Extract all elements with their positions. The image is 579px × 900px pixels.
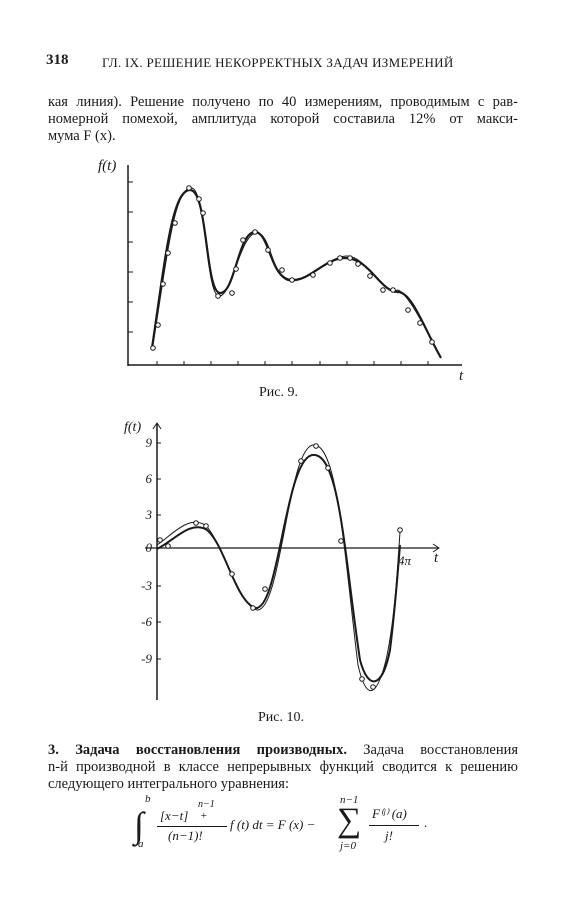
graphic bbox=[157, 443, 403, 690]
text-line: 3. Задача восстановления производных. За… bbox=[48, 742, 518, 759]
fraction-bar bbox=[369, 825, 419, 826]
graphic bbox=[160, 281, 166, 287]
integral-sign: ∫ bbox=[134, 805, 144, 845]
graphic bbox=[155, 322, 161, 328]
graphic bbox=[229, 571, 235, 577]
graphic bbox=[327, 260, 333, 266]
y-tick-label: -9 bbox=[141, 651, 152, 666]
graphic bbox=[156, 444, 401, 692]
text-line: номерной помехой, амплитуда которой сост… bbox=[48, 111, 518, 127]
y-tick-label: 0 bbox=[146, 540, 153, 555]
graphic bbox=[172, 220, 178, 226]
graphic bbox=[390, 287, 396, 293]
figure-10 bbox=[145, 422, 440, 700]
text-line: n-й производной в классе непрерывных фун… bbox=[48, 759, 518, 775]
graphic bbox=[250, 605, 256, 611]
text-line: кая линия). Решение получено по 40 измер… bbox=[48, 94, 518, 110]
graphic bbox=[359, 676, 365, 682]
graphic bbox=[370, 684, 376, 690]
graphic bbox=[289, 277, 295, 283]
graphic bbox=[128, 181, 133, 333]
y-axis-label: f(t) bbox=[124, 420, 141, 435]
y-tick-label: -3 bbox=[141, 578, 152, 593]
graphic bbox=[265, 247, 271, 253]
graphic bbox=[380, 287, 386, 293]
denominator: (n−1)! bbox=[168, 828, 203, 843]
x-tick-label: 4π bbox=[398, 553, 412, 568]
graphic bbox=[397, 527, 403, 533]
numerator: [x−t] bbox=[160, 808, 189, 823]
denominator: j! bbox=[385, 828, 393, 843]
graphic bbox=[150, 345, 156, 351]
fraction-bar bbox=[157, 826, 227, 827]
graphic bbox=[432, 543, 440, 553]
graphic bbox=[152, 187, 441, 356]
x-axis-label: t bbox=[434, 550, 439, 566]
text-line: мума F (x). bbox=[48, 128, 116, 144]
graphic bbox=[186, 185, 192, 191]
subscript: + bbox=[200, 810, 208, 822]
graphic bbox=[279, 267, 285, 273]
graphic bbox=[338, 538, 344, 544]
graphic bbox=[229, 290, 235, 296]
graphic bbox=[313, 443, 319, 449]
figure-caption: Рис. 10. bbox=[258, 710, 304, 725]
graphic bbox=[203, 523, 209, 529]
y-tick-label: 3 bbox=[145, 507, 153, 522]
y-tick-label: 9 bbox=[146, 435, 153, 450]
section-heading: 3. Задача восстановления производных. bbox=[48, 742, 347, 758]
graphic bbox=[200, 210, 206, 216]
figure-caption: Рис. 9. bbox=[259, 385, 298, 400]
graphic: 9 6 3 0 -3 -6 -9 bbox=[141, 435, 152, 666]
graphic bbox=[152, 422, 162, 430]
formula-end: . bbox=[424, 815, 428, 830]
numerator: F⁽ʲ⁾ (a) bbox=[372, 806, 407, 821]
y-tick-label: 6 bbox=[146, 471, 153, 486]
graphic bbox=[347, 255, 353, 261]
graphic bbox=[252, 229, 258, 235]
lower-limit: a bbox=[138, 838, 144, 850]
graphic bbox=[325, 465, 331, 471]
graphic bbox=[405, 307, 411, 313]
y-tick-label: -6 bbox=[141, 614, 152, 629]
graphic bbox=[310, 272, 316, 278]
x-axis-label: t bbox=[459, 368, 464, 384]
graphic bbox=[165, 543, 171, 549]
text-line: следующего интегрального уравнения: bbox=[48, 776, 290, 792]
figure-9 bbox=[127, 165, 462, 366]
graphic bbox=[233, 266, 239, 272]
page-number: 318 bbox=[46, 52, 69, 68]
graphic bbox=[157, 537, 163, 543]
sum-upper: n−1 bbox=[340, 794, 359, 806]
graphic bbox=[298, 458, 304, 464]
sum-lower: j=0 bbox=[340, 840, 356, 852]
graphic bbox=[156, 453, 401, 683]
graphic bbox=[165, 250, 171, 256]
superscript: n−1 bbox=[198, 799, 215, 810]
graphic bbox=[367, 273, 373, 279]
graphic bbox=[337, 255, 343, 261]
text: Задача восстановления bbox=[363, 742, 519, 758]
graphic bbox=[150, 185, 435, 351]
formula-middle: f (t) dt = F (x) − bbox=[230, 817, 316, 832]
upper-limit: b bbox=[145, 793, 151, 805]
graphic bbox=[193, 520, 199, 526]
graphic bbox=[429, 339, 435, 345]
sum-sign: ∑ bbox=[337, 802, 362, 839]
graphic bbox=[156, 361, 429, 365]
graphic bbox=[355, 261, 361, 267]
running-title: ГЛ. IX. РЕШЕНИЕ НЕКОРРЕКТНЫХ ЗАДАЧ ИЗМЕР… bbox=[102, 55, 454, 70]
y-axis-label: f(t) bbox=[98, 158, 116, 174]
graphic bbox=[196, 196, 202, 202]
graphic bbox=[417, 320, 423, 326]
graphic bbox=[262, 586, 268, 592]
graphic bbox=[150, 188, 442, 359]
graphic bbox=[157, 442, 161, 660]
graphic bbox=[215, 293, 221, 299]
graphic bbox=[240, 237, 246, 243]
